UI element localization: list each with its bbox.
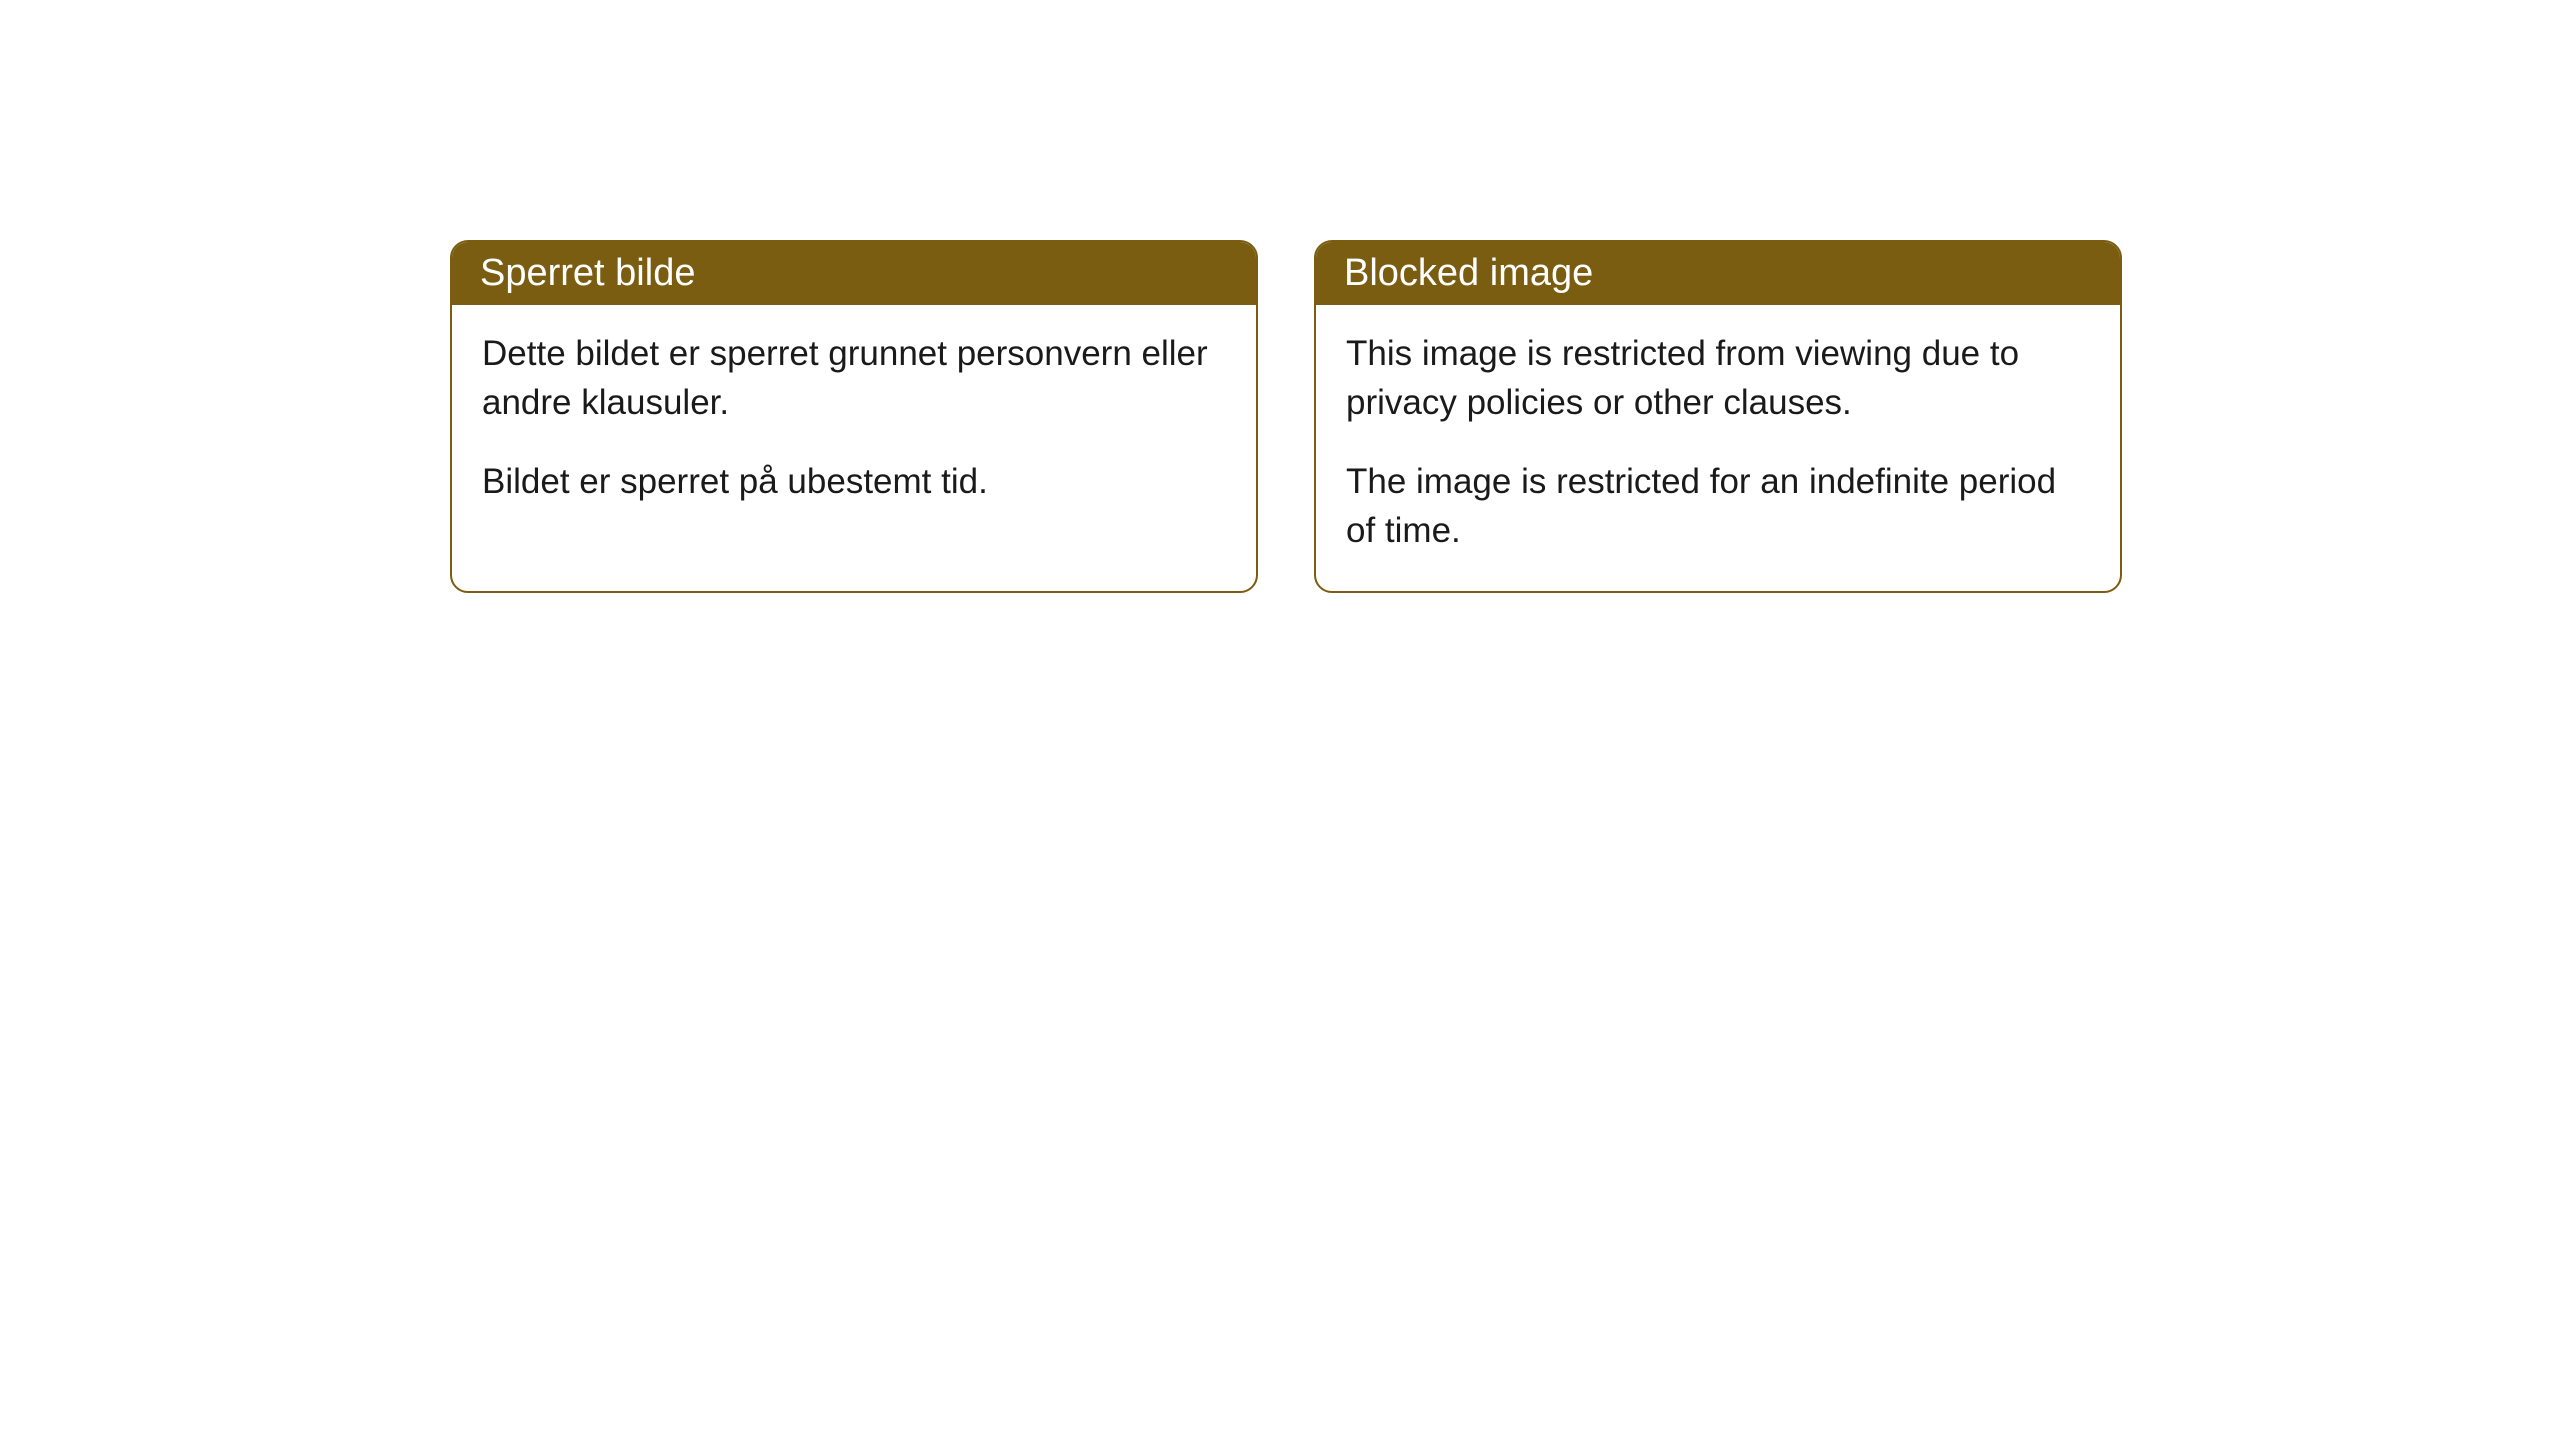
card-paragraph-1-norwegian: Dette bildet er sperret grunnet personve… <box>482 329 1226 427</box>
card-paragraph-2-norwegian: Bildet er sperret på ubestemt tid. <box>482 457 1226 506</box>
card-paragraph-1-english: This image is restricted from viewing du… <box>1346 329 2090 427</box>
card-header-norwegian: Sperret bilde <box>452 242 1256 305</box>
notice-card-norwegian: Sperret bilde Dette bildet er sperret gr… <box>450 240 1258 593</box>
card-title-norwegian: Sperret bilde <box>480 252 695 294</box>
card-header-english: Blocked image <box>1316 242 2120 305</box>
card-paragraph-2-english: The image is restricted for an indefinit… <box>1346 457 2090 555</box>
card-body-norwegian: Dette bildet er sperret grunnet personve… <box>452 305 1256 542</box>
card-title-english: Blocked image <box>1344 252 1593 294</box>
card-body-english: This image is restricted from viewing du… <box>1316 305 2120 591</box>
notice-cards-container: Sperret bilde Dette bildet er sperret gr… <box>450 240 2122 593</box>
notice-card-english: Blocked image This image is restricted f… <box>1314 240 2122 593</box>
